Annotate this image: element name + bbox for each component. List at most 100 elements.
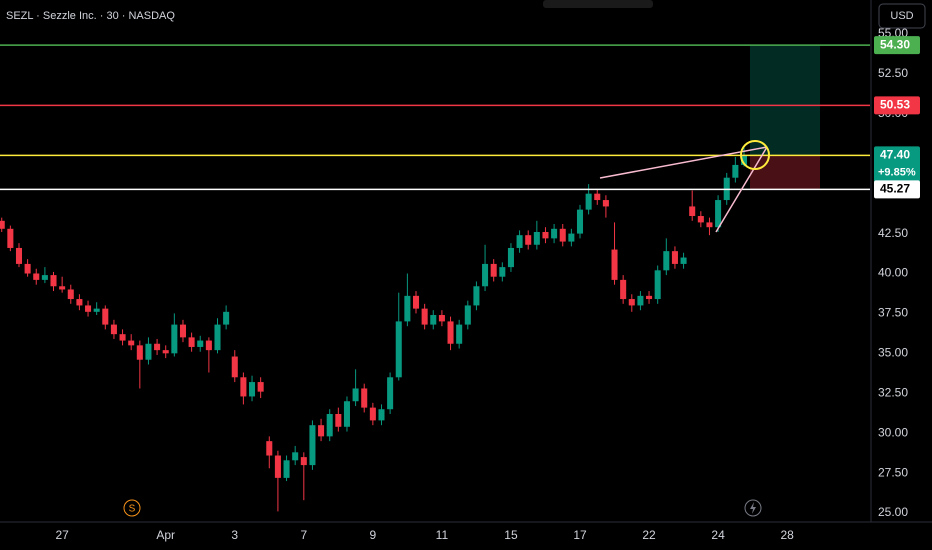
candle-body: [343, 401, 350, 427]
candle-body: [671, 251, 678, 264]
event-icon[interactable]: [123, 499, 141, 517]
candle-body: [585, 193, 592, 210]
trend-line: [715, 146, 768, 233]
candle-body: [568, 233, 575, 242]
candle-body: [67, 289, 74, 300]
candle-body: [499, 267, 506, 277]
candle-body: [473, 286, 480, 306]
price-tag: [874, 180, 920, 199]
candle-body: [732, 164, 739, 178]
candle-body: [274, 455, 281, 478]
loss-zone: [750, 155, 820, 190]
candle-body: [525, 235, 532, 245]
candle-body: [197, 340, 204, 347]
candles: [0, 147, 748, 512]
candle-body: [507, 247, 514, 268]
candle-body: [154, 343, 161, 351]
candle-body: [266, 441, 273, 456]
candle-body: [740, 155, 748, 165]
candle-body: [438, 315, 445, 322]
candle-body: [533, 231, 540, 245]
candle-body: [171, 324, 178, 354]
y-tick-label: 35.00: [878, 346, 908, 360]
price-tags: 54.30 50.53 47.40 +9.85% 45.27: [874, 36, 920, 199]
x-tick-label: 17: [573, 528, 587, 542]
candle-body: [542, 231, 549, 239]
x-tick-label: 15: [504, 528, 518, 542]
candle-body: [318, 425, 325, 437]
candle-body: [654, 270, 661, 300]
candle-body: [292, 452, 299, 461]
position-box: [750, 45, 820, 190]
change-label: +9.85%: [878, 166, 916, 178]
candle-body: [0, 220, 5, 229]
candle-body: [249, 382, 256, 397]
candle-body: [602, 200, 609, 207]
candle-body: [715, 200, 722, 228]
candle-body: [464, 305, 471, 325]
price-tag-label: 45.27: [880, 182, 910, 196]
x-tick-label: 24: [711, 528, 725, 542]
candle-body: [697, 216, 704, 223]
candle-body: [240, 377, 247, 397]
y-tick-label: 30.00: [878, 425, 908, 439]
candle-body: [361, 388, 368, 408]
candle-body: [76, 299, 83, 306]
candle-body: [456, 324, 463, 344]
candle-body: [628, 299, 635, 306]
price-tag-label: 54.30: [880, 37, 910, 51]
candle-body: [283, 460, 290, 478]
candle-body: [680, 257, 687, 264]
candle-body: [551, 228, 558, 239]
candle-body: [93, 308, 100, 312]
x-tick-label: 7: [300, 528, 307, 542]
candle-body: [412, 295, 420, 309]
candle-body: [59, 286, 66, 290]
x-tick-label: 22: [642, 528, 656, 542]
candle-body: [179, 324, 186, 338]
candle-body: [326, 414, 333, 437]
candle-body: [335, 414, 342, 427]
candle-body: [490, 263, 497, 277]
x-tick-label: 28: [780, 528, 794, 542]
y-tick-label: 27.50: [878, 465, 908, 479]
candle-body: [223, 311, 230, 325]
candle-body: [482, 263, 489, 287]
candle-body: [387, 377, 394, 410]
candle-body: [214, 324, 221, 351]
candle-body: [620, 279, 627, 300]
candle-body: [559, 228, 566, 242]
price-tag: [874, 146, 920, 183]
candle-body: [145, 343, 152, 360]
event-icon-glyph: S: [129, 504, 136, 515]
candle-body: [706, 222, 713, 228]
candle-body: [309, 425, 316, 466]
y-tick-label: 32.50: [878, 385, 908, 399]
candle-body: [352, 388, 359, 402]
currency-label[interactable]: USD: [890, 10, 913, 22]
candle-body: [231, 356, 238, 378]
candle-body: [637, 295, 644, 306]
candle-body: [128, 340, 135, 346]
candle-body: [611, 249, 618, 280]
candle-body: [33, 273, 40, 280]
candle-body: [119, 334, 126, 341]
candle-body: [50, 275, 57, 287]
candle-body: [421, 308, 428, 325]
y-tick-label: 40.00: [878, 266, 908, 280]
candle-body: [85, 305, 92, 312]
currency-button[interactable]: [878, 3, 926, 29]
candle-body: [102, 308, 109, 325]
x-tick-label: 3: [231, 528, 238, 542]
chart-title: SEZL · Sezzle Inc. · 30 · NASDAQ: [6, 10, 175, 22]
event-icon[interactable]: [744, 499, 762, 517]
candle-body: [110, 324, 117, 335]
y-tick-label: 25.00: [878, 505, 908, 519]
candle-body: [24, 263, 31, 274]
candle-body: [162, 350, 169, 354]
x-tick-label: Apr: [156, 528, 175, 542]
profit-zone: [750, 45, 820, 156]
candle-body: [689, 206, 696, 217]
candle-body: [369, 407, 376, 421]
